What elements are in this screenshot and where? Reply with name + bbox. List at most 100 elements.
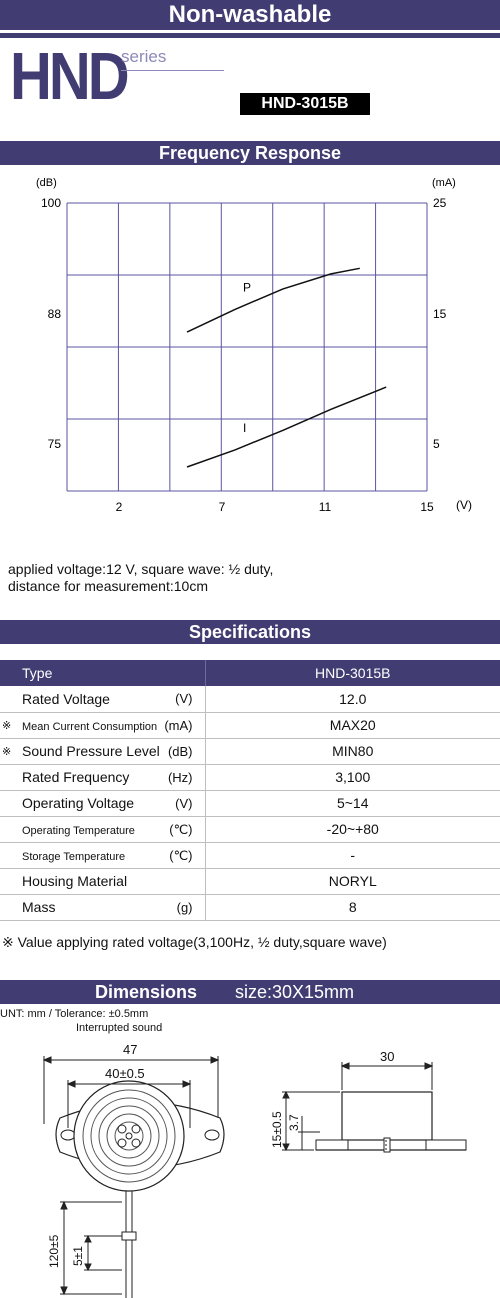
spec-header-name: Type bbox=[0, 660, 205, 686]
x-axis-label: (V) bbox=[456, 498, 472, 512]
measurement-note-line1: applied voltage:12 V, square wave: ½ dut… bbox=[8, 561, 274, 577]
buzzer-body bbox=[73, 1080, 185, 1192]
sound-hole bbox=[125, 1132, 133, 1140]
side-view: 30 15±0.5 3.7 bbox=[270, 1049, 467, 1153]
sound-hole bbox=[117, 1124, 127, 1134]
side-body bbox=[341, 1091, 433, 1141]
spec-row: Housing Material NORYL bbox=[0, 868, 500, 895]
lead-length-label: 120±5 bbox=[47, 1234, 61, 1268]
spec-name: Mean Current Consumption bbox=[22, 721, 158, 733]
y-axis-label: (dB) bbox=[36, 177, 57, 189]
chart-ticks: 2 7 11 15 100 88 75 25 15 5 bbox=[41, 196, 447, 514]
mount-hole-right bbox=[204, 1129, 220, 1141]
spec-unit: (V) bbox=[175, 795, 193, 811]
spec-row: Operating Temperature (℃) -20~+80 bbox=[0, 816, 500, 843]
frequency-response-bar: Frequency Response bbox=[0, 141, 500, 165]
spec-name: Housing Material bbox=[22, 873, 128, 889]
lead-strip-label: 5±1 bbox=[71, 1246, 85, 1266]
spec-name: Operating Temperature bbox=[22, 825, 135, 837]
spec-row: ※ Mean Current Consumption (mA) MAX20 bbox=[0, 712, 500, 739]
spec-row: Operating Voltage (V) 5~14 bbox=[0, 790, 500, 817]
series-label: I bbox=[243, 421, 246, 435]
sound-hole bbox=[117, 1138, 127, 1148]
spec-name-cell: ※ Mean Current Consumption (mA) bbox=[0, 712, 205, 739]
spec-name: Mass bbox=[22, 899, 56, 915]
dimensions-size: size:30X15mm bbox=[235, 982, 355, 1002]
spec-value: MIN80 bbox=[204, 738, 500, 765]
series-row: HND series HND-3015B bbox=[0, 38, 500, 118]
spec-name-cell: Storage Temperature (℃) bbox=[0, 842, 205, 869]
mount-hole-left bbox=[60, 1129, 76, 1141]
header-strip bbox=[0, 33, 500, 38]
spec-name: Sound Pressure Level bbox=[22, 743, 160, 759]
height-top-label: 3.7 bbox=[287, 1114, 301, 1131]
spec-value: 5~14 bbox=[204, 790, 500, 817]
spec-mark: ※ bbox=[2, 745, 12, 758]
dimensions-sound-note: Interrupted sound bbox=[76, 1022, 163, 1034]
top-title: Non-washable bbox=[168, 1, 332, 28]
chart-grid bbox=[66, 202, 428, 492]
spec-name: Operating Voltage bbox=[22, 795, 135, 811]
measurement-note-line2: distance for measurement:10cm bbox=[8, 578, 208, 594]
spec-unit: (Hz) bbox=[167, 769, 193, 785]
spec-row: Storage Temperature (℃) - bbox=[0, 842, 500, 869]
spec-value: 8 bbox=[204, 894, 500, 921]
y2-tick-label: 15 bbox=[433, 307, 447, 321]
series-line-p bbox=[186, 267, 360, 333]
spec-unit: (℃) bbox=[169, 847, 193, 863]
y2-tick-label: 25 bbox=[433, 196, 447, 210]
series-underline bbox=[121, 70, 224, 71]
spec-unit: (℃) bbox=[169, 821, 193, 837]
x-tick-label: 11 bbox=[319, 500, 332, 514]
spec-unit: (dB) bbox=[167, 743, 193, 759]
spec-value: -20~+80 bbox=[204, 816, 500, 843]
measurement-note: applied voltage:12 V, square wave: ½ dut… bbox=[8, 561, 273, 595]
spec-name-cell: Operating Voltage (V) bbox=[0, 790, 205, 817]
spec-name-cell: Housing Material bbox=[0, 868, 205, 895]
model-tag: HND-3015B bbox=[240, 93, 370, 115]
spec-name-cell: Rated Voltage (V) bbox=[0, 686, 205, 713]
dimension-drawing: 47 40±0.5 120±5 5±1 30 bbox=[42, 1042, 467, 1298]
spec-value: MAX20 bbox=[204, 712, 500, 739]
spec-unit: (V) bbox=[175, 691, 193, 706]
y2-tick-label: 5 bbox=[433, 437, 440, 451]
sound-hole bbox=[131, 1124, 141, 1134]
specifications-table: Type HND-3015B Rated Voltage (V) 12.0 ※ Mean… bbox=[0, 660, 500, 921]
spec-mark: ※ bbox=[2, 719, 12, 732]
x-tick-label: 15 bbox=[420, 500, 434, 514]
spec-row: Rated Voltage (V) 12.0 bbox=[0, 686, 500, 713]
spec-name: Rated Frequency bbox=[22, 769, 130, 785]
spec-value: 3,100 bbox=[204, 764, 500, 791]
spec-header-row: Type HND-3015B bbox=[0, 660, 500, 686]
series-name: HND bbox=[10, 39, 130, 114]
x-tick-label: 2 bbox=[116, 500, 123, 514]
front-view: 47 40±0.5 120±5 5±1 bbox=[42, 1042, 225, 1298]
height-total-label: 15±0.5 bbox=[270, 1111, 284, 1148]
specifications-bar: Specifications bbox=[0, 620, 500, 644]
side-terminal bbox=[383, 1137, 391, 1153]
spec-value: NORYL bbox=[204, 868, 500, 895]
specifications-note: ※ Value applying rated voltage(3,100Hz, … bbox=[2, 934, 387, 950]
series-line-i bbox=[186, 386, 387, 468]
spec-row: ※ Sound Pressure Level (dB) MIN80 bbox=[0, 738, 500, 765]
spec-name-cell: ※ Sound Pressure Level (dB) bbox=[0, 738, 205, 765]
side-flange-left bbox=[315, 1139, 349, 1151]
side-width-label: 30 bbox=[380, 1049, 394, 1064]
dimensions-title: Dimensions bbox=[95, 982, 198, 1002]
y2-axis-label: (mA) bbox=[432, 177, 456, 189]
sound-hole bbox=[131, 1138, 141, 1148]
spec-value: 12.0 bbox=[204, 686, 500, 713]
series-label: P bbox=[243, 280, 251, 294]
dimensions-bar: Dimensions size:30X15mm bbox=[0, 980, 500, 1004]
y-tick-label: 88 bbox=[48, 307, 62, 321]
width-outer-label: 47 bbox=[123, 1042, 137, 1057]
spec-name-cell: Rated Frequency (Hz) bbox=[0, 764, 205, 791]
side-flange-right bbox=[425, 1139, 467, 1151]
width-inner-label: 40±0.5 bbox=[105, 1066, 145, 1081]
specifications-title: Specifications bbox=[188, 622, 312, 642]
spec-row: Mass (g) 8 bbox=[0, 894, 500, 921]
spec-unit: (g) bbox=[176, 899, 193, 915]
chart-series: PI bbox=[186, 267, 387, 468]
top-title-bar: Non-washable bbox=[0, 0, 500, 30]
